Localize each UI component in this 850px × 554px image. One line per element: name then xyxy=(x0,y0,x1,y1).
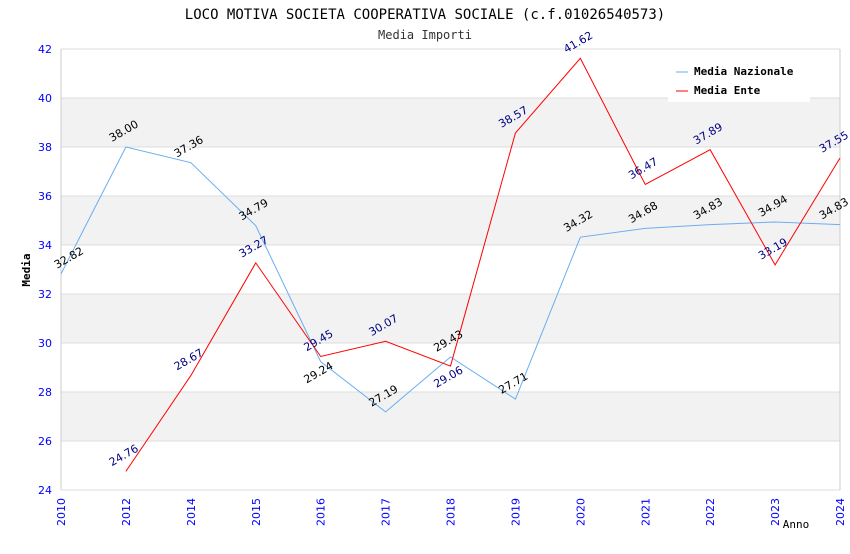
x-tick-label: 2016 xyxy=(315,498,328,526)
chart-subtitle: Media Importi xyxy=(378,28,472,42)
grid-band xyxy=(61,98,840,147)
x-tick-label: 2010 xyxy=(55,498,68,526)
y-tick-label: 32 xyxy=(38,288,52,301)
y-tick-label: 34 xyxy=(38,239,52,252)
grid-band xyxy=(61,196,840,245)
series-line-nazionale xyxy=(60,146,841,413)
x-tick-label: 2014 xyxy=(185,498,198,526)
y-tick-label: 28 xyxy=(38,386,52,399)
x-tick-label: 2017 xyxy=(380,498,393,526)
y-tick-label: 36 xyxy=(38,190,52,203)
y-axis-label: Media xyxy=(20,253,33,286)
grid-band xyxy=(61,392,840,441)
data-label: 29.24 xyxy=(302,359,336,386)
data-label: 32.82 xyxy=(52,244,86,271)
data-label: 28.67 xyxy=(172,346,206,373)
legend-label-ente: Media Ente xyxy=(694,84,761,97)
x-tick-label: 2019 xyxy=(509,498,522,526)
x-tick-label: 2012 xyxy=(120,498,133,526)
x-tick-label: 2020 xyxy=(574,498,587,526)
data-label: 29.06 xyxy=(432,364,466,391)
y-tick-label: 42 xyxy=(38,43,52,56)
y-tick-label: 24 xyxy=(38,484,52,497)
x-tick-label: 2021 xyxy=(639,498,652,526)
y-tick-label: 38 xyxy=(38,141,52,154)
y-tick-label: 26 xyxy=(38,435,52,448)
data-label: 24.76 xyxy=(107,442,141,469)
y-tick-label: 40 xyxy=(38,92,52,105)
data-label: 41.62 xyxy=(561,29,595,56)
series-line-ente xyxy=(125,57,841,472)
legend-label-nazionale: Media Nazionale xyxy=(694,65,794,78)
legend: Media Nazionale Media Ente xyxy=(668,60,810,102)
x-tick-label: 2022 xyxy=(704,498,717,526)
x-axis-label: Anno xyxy=(783,518,810,531)
x-tick-label: 2024 xyxy=(834,498,847,526)
y-tick-label: 30 xyxy=(38,337,52,350)
x-tick-label: 2018 xyxy=(445,498,458,526)
x-tick-label: 2015 xyxy=(250,498,263,526)
grid-band xyxy=(61,294,840,343)
data-label: 36.47 xyxy=(626,155,660,182)
x-tick-label: 2023 xyxy=(769,498,782,526)
chart-title: LOCO MOTIVA SOCIETA COOPERATIVA SOCIALE … xyxy=(185,7,665,23)
